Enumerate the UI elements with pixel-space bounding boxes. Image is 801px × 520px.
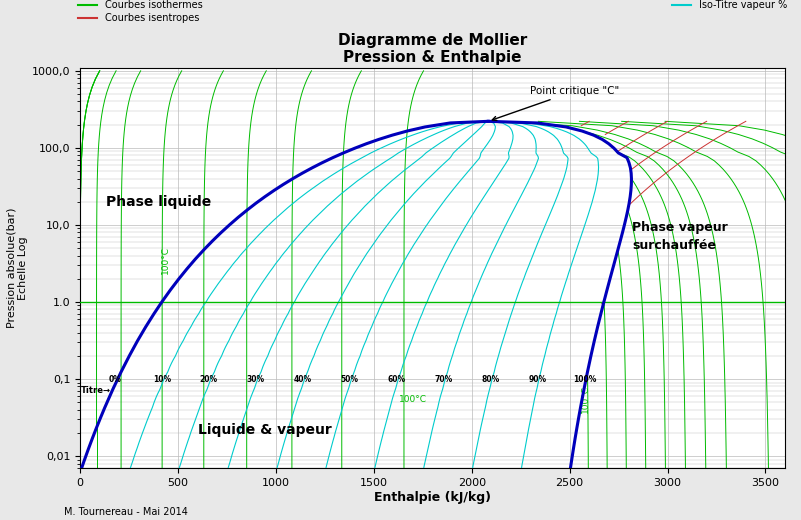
Text: 100%: 100% bbox=[573, 375, 597, 384]
Title: Diagramme de Mollier
Pression & Enthalpie: Diagramme de Mollier Pression & Enthalpi… bbox=[338, 33, 527, 65]
Text: 40%: 40% bbox=[294, 375, 312, 384]
Legend: Iso-Titre vapeur %: Iso-Titre vapeur % bbox=[672, 1, 787, 10]
Text: 90%: 90% bbox=[529, 375, 547, 384]
Text: 0%: 0% bbox=[108, 375, 121, 384]
Text: Phase liquide: Phase liquide bbox=[106, 194, 211, 209]
Text: 80%: 80% bbox=[481, 375, 500, 384]
X-axis label: Enthalpie (kJ/kg): Enthalpie (kJ/kg) bbox=[374, 490, 491, 503]
Text: Titre→: Titre→ bbox=[81, 385, 111, 395]
Text: 100°C: 100°C bbox=[399, 395, 427, 404]
Text: M. Tournereau - Mai 2014: M. Tournereau - Mai 2014 bbox=[64, 508, 188, 517]
Text: 100°C: 100°C bbox=[160, 246, 170, 274]
Text: 70%: 70% bbox=[435, 375, 453, 384]
Text: 60%: 60% bbox=[388, 375, 406, 384]
Text: 50%: 50% bbox=[340, 375, 359, 384]
Y-axis label: Pression absolue(bar)
Echelle Log: Pression absolue(bar) Echelle Log bbox=[6, 207, 28, 328]
Text: 20%: 20% bbox=[199, 375, 218, 384]
Text: Point "A": Point "A" bbox=[0, 519, 1, 520]
Text: Point "B": Point "B" bbox=[0, 519, 1, 520]
Text: 100°C: 100°C bbox=[581, 385, 590, 413]
Text: Phase vapeur
surchauffée: Phase vapeur surchauffée bbox=[632, 222, 728, 252]
Text: Point critique "C": Point critique "C" bbox=[493, 86, 620, 121]
Text: 10%: 10% bbox=[153, 375, 171, 384]
Text: Liquide & vapeur: Liquide & vapeur bbox=[198, 423, 332, 437]
Text: 30%: 30% bbox=[247, 375, 265, 384]
